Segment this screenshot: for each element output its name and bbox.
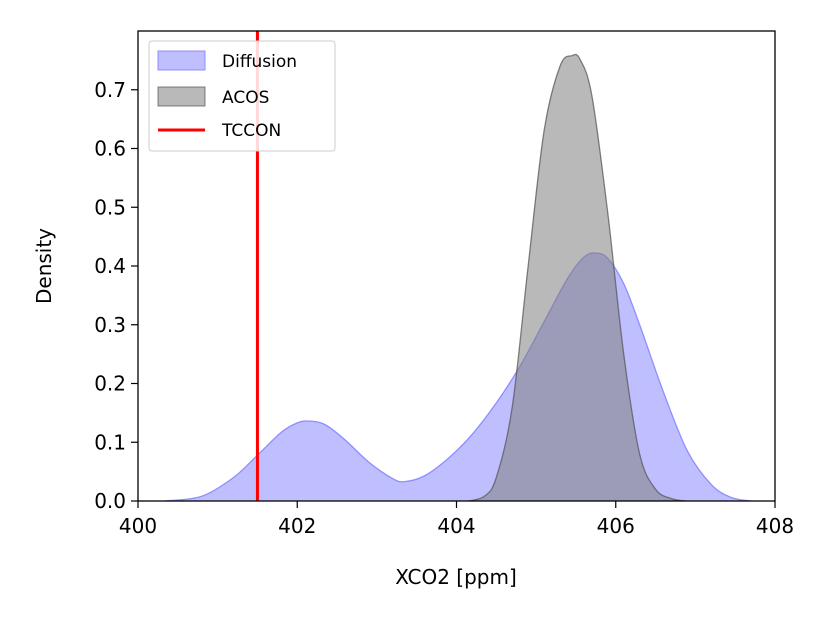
plot-frame [137,30,776,502]
x-axis-title: XCO2 [ppm] [395,565,517,589]
y-tick-label: 0.5 [94,195,126,219]
x-tick-label: 404 [437,514,475,538]
legend-swatch-diffusion [157,50,206,71]
y-tick-label: 0.6 [94,137,126,161]
curve-acos [468,53,686,501]
y-tick-label: 0.2 [94,372,126,396]
y-tick-label: 0.7 [94,78,126,102]
y-axis-title: Density [32,228,56,304]
series-layer [165,31,752,501]
plot-area [165,31,752,501]
legend: Diffusion ACOS TCCON [148,40,336,152]
x-tick-label: 406 [597,514,635,538]
legend-swatch-acos [157,86,206,107]
y-tick-label: 0.0 [94,489,126,513]
legend-label-acos: ACOS [222,88,269,108]
y-tick-label: 0.4 [94,254,126,278]
y-axis-ticks: 0.0 0.1 0.2 0.3 0.4 0.5 0.6 0.7 [94,78,138,513]
y-tick-label: 0.1 [94,430,126,454]
legend-label-diffusion: Diffusion [222,52,297,72]
x-tick-label: 408 [756,514,794,538]
x-axis-ticks: 400 402 404 406 408 [119,501,794,538]
area-acos [468,54,686,501]
curve-diffusion [165,252,752,501]
y-tick-label: 0.3 [94,313,126,337]
x-tick-label: 400 [119,514,157,538]
x-tick-label: 402 [278,514,316,538]
legend-label-tccon: TCCON [221,121,281,141]
